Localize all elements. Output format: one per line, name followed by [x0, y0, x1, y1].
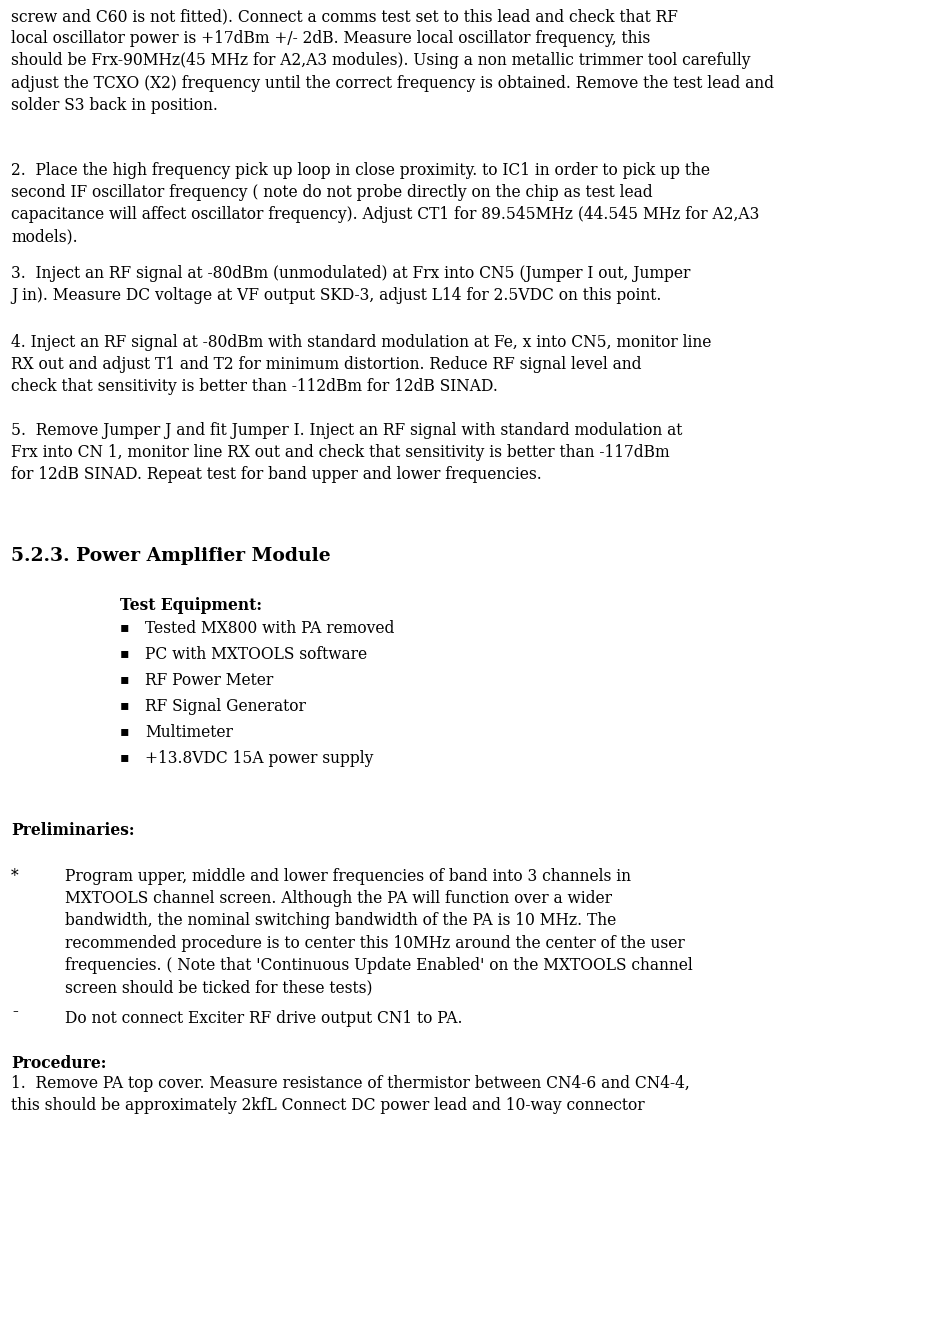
Text: ▪: ▪	[120, 724, 129, 738]
Text: 5.2.3. Power Amplifier Module: 5.2.3. Power Amplifier Module	[11, 547, 330, 565]
Text: ▪: ▪	[120, 750, 129, 764]
Text: ▪: ▪	[120, 620, 129, 635]
Text: Preliminaries:: Preliminaries:	[11, 822, 134, 838]
Text: Multimeter: Multimeter	[145, 724, 233, 741]
Text: RF Signal Generator: RF Signal Generator	[145, 698, 306, 714]
Text: 3.  Inject an RF signal at -80dBm (unmodulated) at Frx into CN5 (Jumper I out, J: 3. Inject an RF signal at -80dBm (unmodu…	[11, 265, 690, 304]
Text: 1.  Remove PA top cover. Measure resistance of thermistor between CN4-6 and CN4-: 1. Remove PA top cover. Measure resistan…	[11, 1074, 689, 1114]
Text: ▪: ▪	[120, 647, 129, 660]
Text: ▪: ▪	[120, 672, 129, 686]
Text: 5.  Remove Jumper J and fit Jumper I. Inject an RF signal with standard modulati: 5. Remove Jumper J and fit Jumper I. Inj…	[11, 423, 682, 484]
Text: 2.  Place the high frequency pick up loop in close proximity. to IC1 in order to: 2. Place the high frequency pick up loop…	[11, 163, 760, 245]
Text: *: *	[11, 868, 19, 885]
Text: ¯: ¯	[11, 1010, 19, 1026]
Text: Tested MX800 with PA removed: Tested MX800 with PA removed	[145, 620, 394, 637]
Text: RF Power Meter: RF Power Meter	[145, 672, 273, 689]
Text: +13.8VDC 15A power supply: +13.8VDC 15A power supply	[145, 750, 373, 766]
Text: ▪: ▪	[120, 698, 129, 712]
Text: Program upper, middle and lower frequencies of band into 3 channels in
MXTOOLS c: Program upper, middle and lower frequenc…	[65, 868, 693, 996]
Text: Do not connect Exciter RF drive output CN1 to PA.: Do not connect Exciter RF drive output C…	[65, 1010, 462, 1026]
Text: Procedure:: Procedure:	[11, 1054, 106, 1072]
Text: screw and C60 is not fitted). Connect a comms test set to this lead and check th: screw and C60 is not fitted). Connect a …	[11, 8, 774, 113]
Text: PC with MXTOOLS software: PC with MXTOOLS software	[145, 647, 367, 663]
Text: Test Equipment:: Test Equipment:	[120, 597, 262, 615]
Text: 4. Inject an RF signal at -80dBm with standard modulation at Fe, x into CN5, mon: 4. Inject an RF signal at -80dBm with st…	[11, 335, 711, 396]
